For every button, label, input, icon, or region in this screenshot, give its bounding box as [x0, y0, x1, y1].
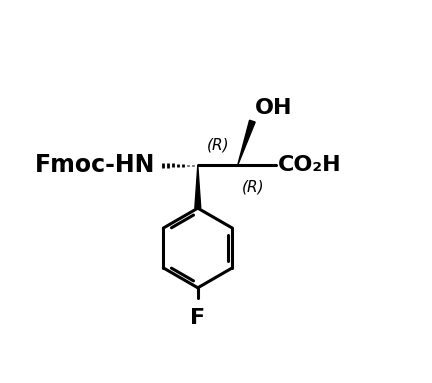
Text: CO₂H: CO₂H — [278, 155, 342, 175]
Text: (R): (R) — [206, 137, 229, 152]
Text: (R): (R) — [242, 180, 265, 195]
Polygon shape — [195, 165, 201, 208]
Text: F: F — [190, 308, 205, 329]
Text: Fmoc-HN: Fmoc-HN — [35, 154, 155, 177]
Text: OH: OH — [255, 98, 293, 118]
Polygon shape — [238, 120, 255, 165]
